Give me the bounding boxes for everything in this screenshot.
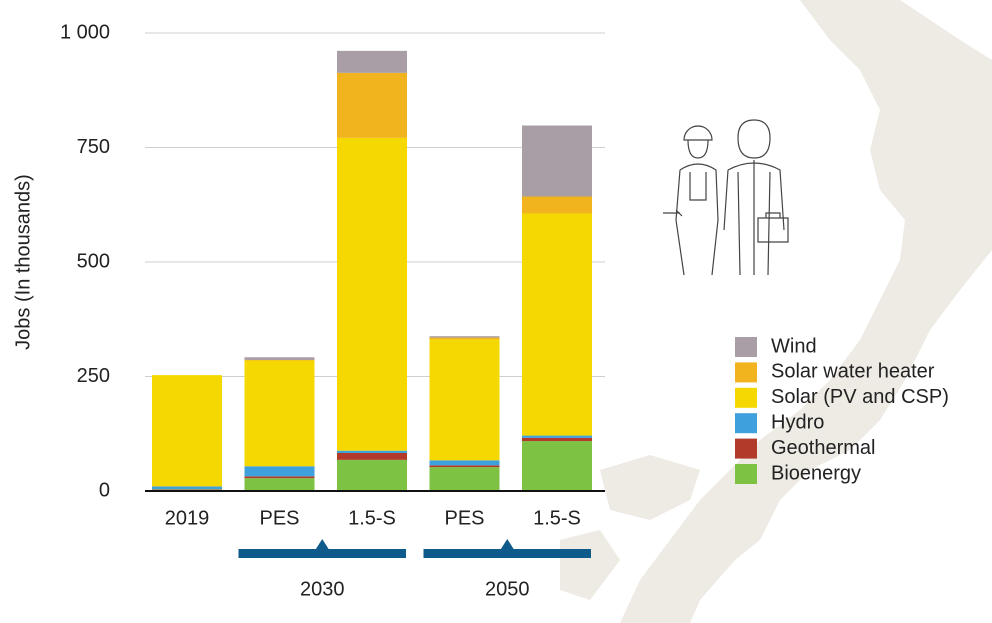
- y-tick-label: 1 000: [60, 21, 110, 43]
- workers-icon: [663, 119, 789, 276]
- bar-segment: [337, 452, 407, 460]
- bar-segment: [429, 467, 500, 491]
- legend-swatch: [735, 438, 757, 459]
- bar-segment: [522, 437, 592, 442]
- map-background: [560, 0, 992, 623]
- bar-segment: [429, 460, 500, 466]
- bar-segment: [429, 465, 500, 468]
- bar-segment: [244, 478, 315, 491]
- bar-segment: [337, 72, 407, 138]
- bar-segment: [152, 375, 222, 487]
- group-label: 2030: [300, 578, 345, 600]
- bar-segment: [244, 357, 315, 361]
- bar-segment: [337, 137, 407, 451]
- group-bracket: [423, 549, 591, 558]
- bar-segment: [244, 476, 315, 479]
- bar-segment: [244, 360, 315, 467]
- y-tick-label: 750: [77, 136, 110, 158]
- bar-segment: [522, 125, 592, 197]
- legend-swatch: [735, 464, 757, 484]
- group-bracket: [238, 549, 406, 558]
- bar-segment: [522, 435, 592, 438]
- bar-segment: [337, 450, 407, 453]
- bar-segment: [522, 441, 592, 491]
- legend-swatch: [735, 387, 757, 408]
- legend-swatch: [735, 413, 757, 434]
- bar-segment: [429, 339, 500, 461]
- x-tick-label: 1.5-S: [533, 507, 581, 529]
- bar-segment: [244, 466, 315, 477]
- legend-label: Solar water heater: [771, 361, 935, 383]
- x-tick-label: 2019: [165, 507, 210, 529]
- legend-swatch: [735, 337, 757, 357]
- y-tick-label: 500: [77, 250, 110, 272]
- x-tick-label: 1.5-S: [348, 507, 396, 529]
- legend-swatch: [735, 362, 757, 383]
- bar-segment: [429, 337, 500, 340]
- legend-label: Solar (PV and CSP): [771, 386, 949, 408]
- group-pointer: [500, 539, 515, 550]
- bar-segment: [522, 213, 592, 436]
- bar-segment: [522, 196, 592, 214]
- bar-segment: [429, 336, 500, 338]
- y-axis-label: Jobs (In thousands): [12, 174, 34, 350]
- group-label: 2050: [485, 578, 530, 600]
- legend-label: Hydro: [771, 411, 824, 433]
- legend-label: Bioenergy: [771, 462, 861, 484]
- bar-segment: [152, 486, 222, 490]
- x-tick-label: PES: [444, 507, 484, 529]
- group-pointer: [315, 539, 330, 550]
- bar-segment: [337, 459, 407, 491]
- legend-label: Geothermal: [771, 437, 876, 459]
- x-tick-label: PES: [259, 507, 299, 529]
- bar-segment: [337, 50, 407, 73]
- legend-label: Wind: [771, 335, 817, 357]
- y-tick-label: 250: [77, 365, 110, 387]
- y-tick-label: 0: [99, 479, 110, 501]
